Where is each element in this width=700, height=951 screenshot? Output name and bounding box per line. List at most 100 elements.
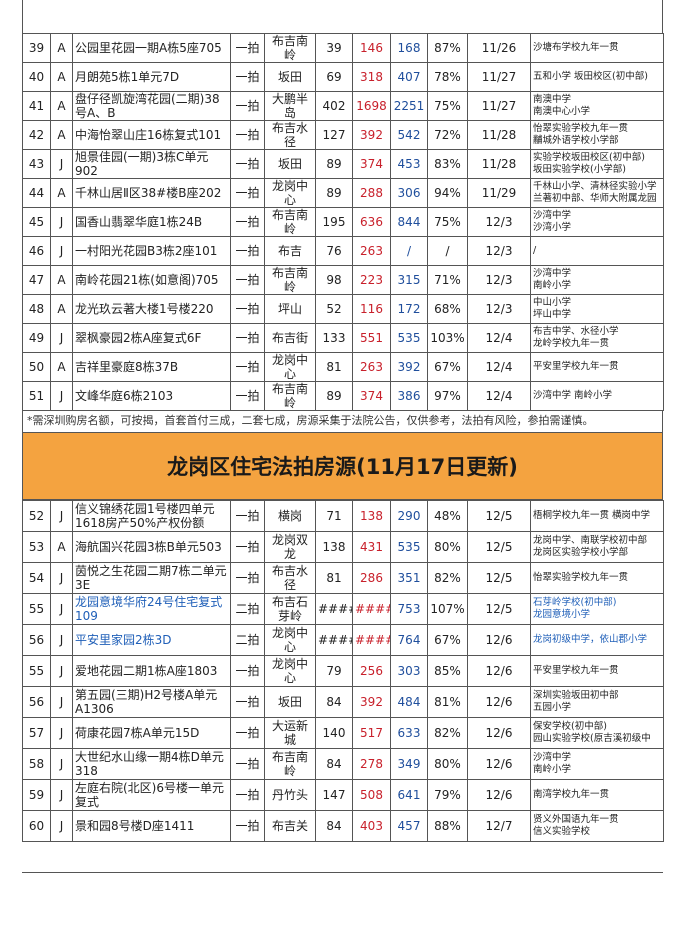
grade: J xyxy=(50,381,73,411)
ratio: 75% xyxy=(427,207,468,237)
starting-price: 116 xyxy=(352,294,391,324)
grade: J xyxy=(50,323,73,353)
auction-date: 12/6 xyxy=(467,779,531,811)
auction-round: 一拍 xyxy=(230,810,265,842)
unit-price: 306 xyxy=(390,178,428,208)
school: 怡翠实验学校九年一贯 黼城外语学校小学部 xyxy=(530,120,664,150)
auction-date: 12/7 xyxy=(467,810,531,842)
auction-date: 12/4 xyxy=(467,323,531,353)
grade: A xyxy=(50,352,73,382)
starting-price: 392 xyxy=(352,686,391,718)
auction-date: 12/6 xyxy=(467,655,531,687)
address: 信义锦绣花园1号楼四单元1618房产50%产权份额 xyxy=(72,500,231,532)
area: 127 xyxy=(315,120,353,150)
address: 盘仔径凯旋湾花园(二期)38号A、B xyxy=(72,91,231,121)
unit-price: 764 xyxy=(390,624,428,656)
row-number: 57 xyxy=(22,717,51,749)
district: 布吉南岭 xyxy=(264,265,316,295)
address: 旭景佳园(一期)3栋C单元902 xyxy=(72,149,231,179)
unit-price: 753 xyxy=(390,593,428,625)
listing-row: 39 A 公园里花园一期A栋5座705 一拍 布吉南岭 39 146 168 87% 11/26 沙… xyxy=(22,33,664,63)
auction-date: 11/26 xyxy=(467,33,531,63)
listing-row: 58 J 大世纪水山缘一期4栋D单元318 一拍 布吉南岭 84 278 349 80% 12/6… xyxy=(22,748,664,780)
grade: J xyxy=(50,748,73,780)
grade: A xyxy=(50,62,73,92)
school-line: 沙湾小学 xyxy=(533,222,572,233)
auction-round: 一拍 xyxy=(230,178,265,208)
school-line: 实验学校坂田校区(初中部) xyxy=(533,152,645,163)
row-number: 43 xyxy=(22,149,51,179)
grade: J xyxy=(50,500,73,532)
district: 布吉南岭 xyxy=(264,33,316,63)
area: 133 xyxy=(315,323,353,353)
address: 千林山居Ⅱ区38#楼B座202 xyxy=(72,178,231,208)
address: 平安里家园2栋3D xyxy=(72,624,231,656)
listing-row: 57 J 荷康花园7栋A单元15D 一拍 大运新城 140 517 633 82% 12/6 保安学… xyxy=(22,717,664,749)
address: 茵悦之生花园二期7栋二单元3E xyxy=(72,562,231,594)
school: 龙岗中学、南联学校初中部 龙岗区实验学校小学部 xyxy=(530,531,664,563)
auction-round: 二拍 xyxy=(230,593,265,625)
auction-date: 12/5 xyxy=(467,531,531,563)
auction-date: 11/27 xyxy=(467,91,531,121)
row-number: 52 xyxy=(22,500,51,532)
school: 沙湾中学 沙湾小学 xyxy=(530,207,664,237)
listing-table: 39 A 公园里花园一期A栋5座705 一拍 布吉南岭 39 146 168 87% 11/26 沙… xyxy=(22,33,664,411)
school: 中山小学 坪山中学 xyxy=(530,294,664,324)
unit-price: 168 xyxy=(390,33,428,63)
auction-round: 一拍 xyxy=(230,62,265,92)
auction-date: 12/3 xyxy=(467,294,531,324)
listing-row: 50 A 吉祥里豪庭8栋37B 一拍 龙岗中心 81 263 392 67% 12/4 平安里学校九… xyxy=(22,352,664,382)
school-line: 平安里学校九年一贯 xyxy=(533,665,619,676)
area: 79 xyxy=(315,655,353,687)
auction-round: 一拍 xyxy=(230,562,265,594)
address: 左庭右院(北区)6号楼一单元复式 xyxy=(72,779,231,811)
unit-price: 542 xyxy=(390,120,428,150)
ratio: 78% xyxy=(427,62,468,92)
area: 402 xyxy=(315,91,353,121)
listing-row: 52 J 信义锦绣花园1号楼四单元1618房产50%产权份额 一拍 横岗 71 138 290… xyxy=(22,500,664,532)
ratio: 81% xyxy=(427,686,468,718)
auction-round: 一拍 xyxy=(230,655,265,687)
auction-round: 一拍 xyxy=(230,500,265,532)
district: 布吉南岭 xyxy=(264,381,316,411)
auction-date: 12/5 xyxy=(467,593,531,625)
school: 南湾学校九年一贯 xyxy=(530,779,664,811)
auction-date: 11/29 xyxy=(467,178,531,208)
school-line: 龙岗区实验学校小学部 xyxy=(533,547,629,558)
starting-price: 256 xyxy=(352,655,391,687)
auction-round: 一拍 xyxy=(230,149,265,179)
school-line: 坂田实验学校(小学部) xyxy=(533,164,626,175)
row-number: 49 xyxy=(22,323,51,353)
area: 84 xyxy=(315,686,353,718)
ratio: / xyxy=(427,236,468,266)
area: 138 xyxy=(315,531,353,563)
school-line: 五园小学 xyxy=(533,702,572,713)
unit-price: 633 xyxy=(390,717,428,749)
address: 中海怡翠山庄16栋复式101 xyxy=(72,120,231,150)
grade: J xyxy=(50,207,73,237)
area: 52 xyxy=(315,294,353,324)
row-number: 53 xyxy=(22,531,51,563)
address: 龙园意境华府24号住宅复式109 xyxy=(72,593,231,625)
grade: J xyxy=(50,655,73,687)
ratio: 87% xyxy=(427,33,468,63)
school-line: 兰著初中部、华师大附属龙园 xyxy=(533,193,657,204)
grade: J xyxy=(50,236,73,266)
ratio: 82% xyxy=(427,717,468,749)
unit-price: 172 xyxy=(390,294,428,324)
row-number: 41 xyxy=(22,91,51,121)
auction-round: 二拍 xyxy=(230,624,265,656)
school-line: 沙湾中学 南岭小学 xyxy=(533,390,613,401)
address: 吉祥里豪庭8栋37B xyxy=(72,352,231,382)
auction-round: 一拍 xyxy=(230,323,265,353)
school: 千林山小学、清林径实验小学 兰著初中部、华师大附属龙园 xyxy=(530,178,664,208)
address: 南岭花园21栋(如意阁)705 xyxy=(72,265,231,295)
starting-price: 508 xyxy=(352,779,391,811)
school-line: 怡翠实验学校九年一贯 xyxy=(533,572,629,583)
listing-row: 56J平安里家园2栋3D二拍龙岗中心###########76467%12/6龙… xyxy=(22,624,664,656)
school-line: 深圳实验坂田初中部 xyxy=(533,690,619,701)
auction-round: 一拍 xyxy=(230,717,265,749)
listing-row: 56 J 第五园(三期)H2号楼A单元A1306 一拍 坂田 84 392 484 81% 12/… xyxy=(22,686,664,718)
area: 84 xyxy=(315,810,353,842)
auction-date: 12/3 xyxy=(467,265,531,295)
